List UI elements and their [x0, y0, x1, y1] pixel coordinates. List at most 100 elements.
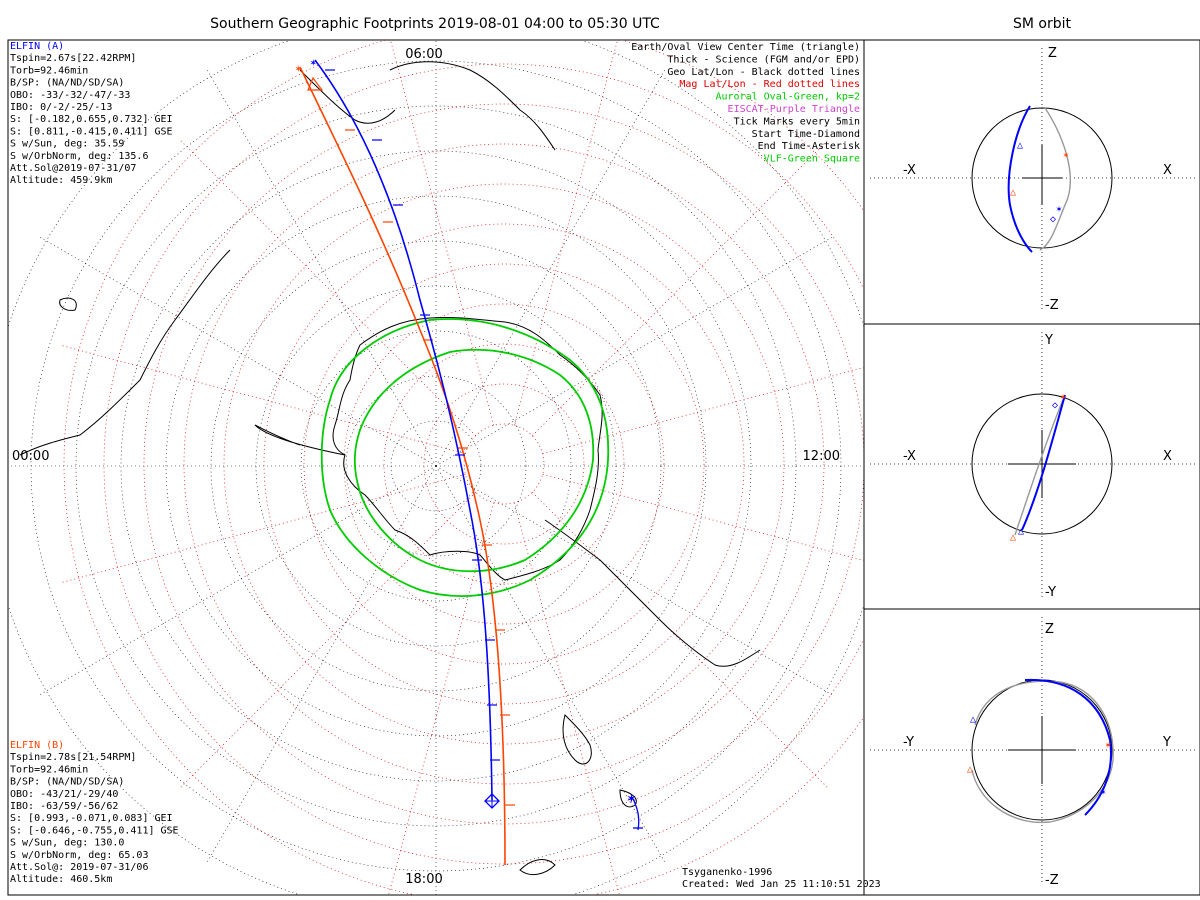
mag-longitude-line	[59, 474, 466, 584]
mag-longitude-line	[178, 138, 476, 436]
australia-coast	[544, 519, 761, 667]
elfin-a-info: ELFIN (A)Tspin=2.67s[22.42RPM]Torb=92.46…	[10, 41, 173, 186]
geo-longitude-line	[435, 67, 667, 467]
geo-longitude-line	[435, 465, 835, 697]
elfin-b-line: OBO: -43/21/-29/40	[10, 789, 118, 800]
footer-model: Tsyganenko-1996	[682, 867, 772, 878]
elfin-b-line: S w/Sun, deg: 130.0	[10, 838, 124, 849]
elfin-b-line: S: [-0.646,-0.755,0.411] GSE	[10, 825, 179, 836]
mag-grid	[59, 40, 864, 895]
antarctica-coast	[332, 316, 603, 581]
side-title: SM orbit	[1013, 16, 1072, 32]
auroral-ovals	[320, 318, 610, 597]
kerguelen-islands	[59, 297, 77, 311]
elfin-a-line: S w/Sun, deg: 35.59	[10, 139, 124, 150]
geo-latitude-circle	[300, 330, 572, 602]
elfin-a-end-asterisk: ✶	[310, 56, 317, 69]
elfin-b-line: S: [0.993,-0.071,0.083] GEI	[10, 813, 173, 824]
mag-latitude-circle	[303, 263, 705, 665]
mag-latitude-circle	[103, 63, 864, 865]
elfin-b-orbit-line	[299, 66, 506, 866]
legend-entry: Geo Lat/Lon - Black dotted lines	[667, 67, 860, 78]
panel-xz-top: Z	[1048, 46, 1057, 61]
elfin-a-line: Torb=92.46min	[10, 65, 88, 76]
clock-label-left: 00:00	[12, 449, 49, 464]
legend-entry: Earth/Oval View Center Time (triangle)	[631, 42, 860, 53]
sm-orbit-panels: ✶ △ ✶ ◇ △ Z -Z -X X ✶ ◇ △ △ Y -Y -X X	[863, 39, 1200, 896]
elfin-a-line: S: [0.811,-0.415,0.411] GSE	[10, 126, 173, 137]
svg-text:◇: ◇	[1050, 214, 1056, 225]
africa-coast	[389, 61, 556, 151]
panel-yz-right: Y	[1162, 735, 1171, 750]
elfin-a-line: S w/OrbNorm, deg: 135.6	[10, 151, 148, 162]
new-zealand-coast	[562, 714, 592, 765]
elfin-a-line: B/SP: (NA/ND/SD/SA)	[10, 78, 124, 89]
legend-entry: Start Time-Diamond	[752, 129, 860, 140]
elfin-b-line: Torb=92.46min	[10, 764, 88, 775]
mag-latitude-circle	[463, 423, 545, 505]
elfin-a-track: ✶	[310, 56, 500, 809]
legend-entry: Mag Lat/Lon - Red dotted lines	[679, 79, 860, 90]
mag-longitude-line	[532, 492, 830, 790]
svg-text:△: △	[970, 714, 976, 725]
svg-text:◇: ◇	[1052, 400, 1058, 411]
legend-entry: Thick - Science (FGM and/or EPD)	[667, 54, 860, 65]
geo-grid	[8, 40, 864, 895]
mag-latitude-circle	[383, 343, 625, 585]
svg-text:△: △	[1018, 526, 1024, 537]
mag-longitude-line	[514, 40, 618, 426]
elfin-b-ticks	[345, 129, 515, 806]
svg-text:△: △	[1017, 140, 1023, 151]
svg-text:△: △	[967, 764, 973, 775]
clock-label-bottom: 18:00	[405, 872, 442, 887]
panel-xy-top: Y	[1044, 333, 1053, 348]
clock-label-right: 12:00	[803, 449, 840, 464]
main-title: Southern Geographic Footprints 2019-08-0…	[210, 16, 660, 32]
elfin-b-track: ✶	[295, 62, 515, 866]
geo-latitude-circle	[8, 40, 864, 895]
mag-latitude-circle	[263, 223, 745, 705]
panel-xz-bottom: -Z	[1045, 298, 1059, 313]
antarctic-peninsula	[254, 424, 346, 456]
svg-text:✶: ✶	[626, 792, 637, 807]
mag-longitude-line	[532, 138, 830, 436]
panel-xz: ✶ △ ✶ ◇ △ Z -Z -X X	[870, 46, 1195, 313]
legend: Earth/Oval View Center Time (triangle)Th…	[631, 42, 860, 165]
polar-map: ✶ ✶ ✶	[8, 40, 864, 895]
mag-latitude-circle	[223, 183, 785, 745]
africa-south	[299, 69, 396, 124]
geo-latitude-circle	[345, 375, 527, 557]
legend-entry: Tick Marks every 5min	[734, 116, 860, 127]
elfin-a-line: S: [-0.182,0.655,0.732] GEI	[10, 114, 173, 125]
geo-latitude-circle	[120, 150, 752, 782]
elfin-b-line: Tspin=2.78s[21.54RPM]	[10, 752, 136, 763]
panel-yz-bottom: -Z	[1045, 873, 1059, 888]
elfin-a-line: Tspin=2.67s[22.42RPM]	[10, 53, 136, 64]
mag-longitude-line	[178, 492, 476, 790]
geo-longitude-line	[205, 67, 437, 467]
legend-entry: Auroral Oval-Green, kp=2	[716, 92, 861, 103]
elfin-b-line: Att.Sol@: 2019-07-31/06	[10, 862, 148, 873]
elfin-a-line: IBO: 0/-2/-25/-13	[10, 102, 112, 113]
legend-entry: EISCAT-Purple Triangle	[728, 104, 860, 115]
svg-text:△: △	[1010, 532, 1016, 543]
svg-text:✶: ✶	[1060, 392, 1066, 403]
south-america-coast	[19, 249, 231, 456]
panel-yz: △ △ ✶ ✶ Z -Z -Y Y	[870, 617, 1195, 888]
svg-text:✶: ✶	[1056, 204, 1062, 215]
panel-yz-top: Z	[1045, 622, 1054, 637]
elfin-b-line: IBO: -63/59/-56/62	[10, 801, 118, 812]
panel-xz-right: X	[1163, 163, 1172, 178]
pacific-islands	[519, 859, 556, 876]
elfin-a-line: Att.Sol@2019-07-31/07	[10, 163, 136, 174]
panel-xy-bottom: -Y	[1045, 585, 1056, 600]
mag-longitude-line	[390, 40, 494, 426]
geo-latitude-circle	[165, 195, 707, 737]
elfin-b-end-asterisk: ✶	[295, 62, 302, 75]
mag-longitude-line	[388, 502, 494, 895]
auroral-oval-outer	[320, 318, 610, 597]
elfin-a-line: ELFIN (A)	[10, 41, 64, 52]
mag-longitude-line	[514, 502, 620, 895]
elfin-b-line: S w/OrbNorm, deg: 65.03	[10, 850, 148, 861]
